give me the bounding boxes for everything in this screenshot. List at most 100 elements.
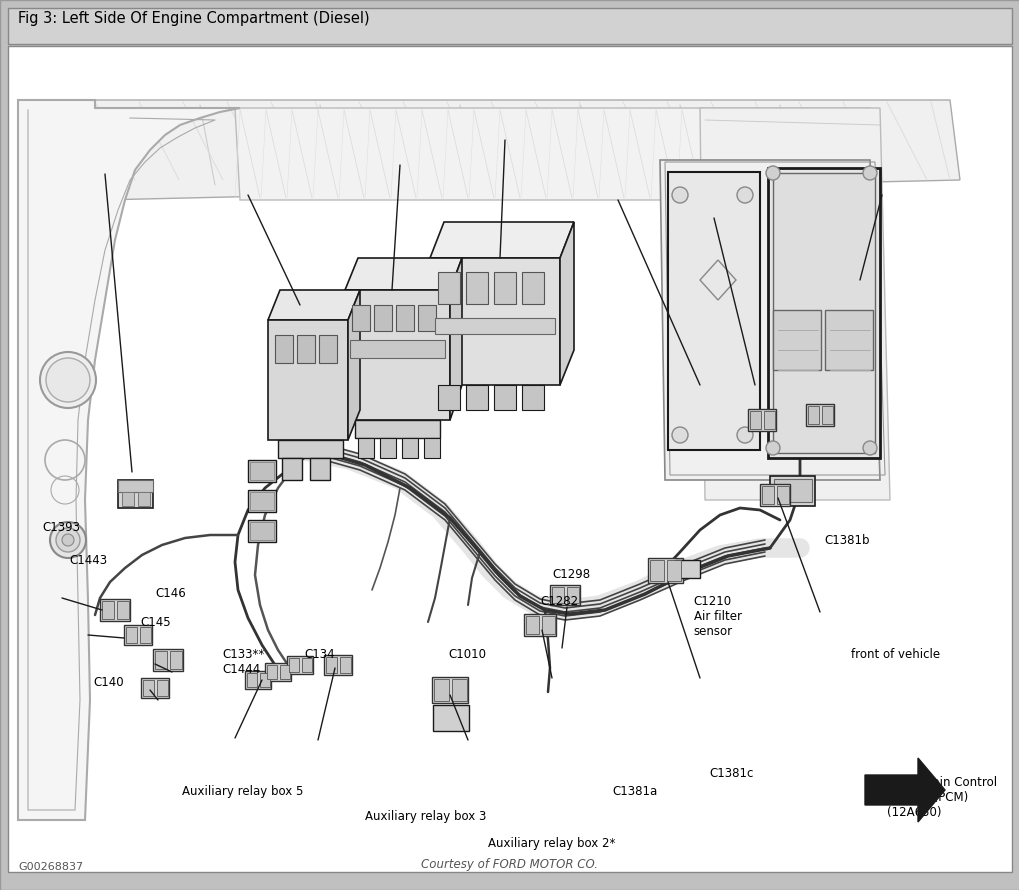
Text: C133**
C1444: C133** C1444 [222, 648, 264, 676]
Circle shape [62, 534, 74, 546]
Bar [522, 385, 543, 410]
Bar [749, 411, 760, 429]
Bar [302, 658, 312, 672]
Bar [140, 627, 151, 643]
Circle shape [737, 427, 752, 443]
Bar [524, 614, 555, 636]
Bar [117, 601, 128, 619]
Polygon shape [667, 172, 759, 450]
Bar [350, 340, 444, 358]
Text: C146: C146 [155, 587, 185, 601]
Bar [567, 587, 579, 603]
Text: front of vehicle: front of vehicle [850, 648, 940, 661]
Polygon shape [430, 222, 574, 258]
Polygon shape [659, 160, 879, 480]
Bar [773, 479, 811, 502]
Bar [763, 411, 774, 429]
Text: G00268837: G00268837 [18, 862, 83, 872]
Bar [267, 665, 277, 679]
Circle shape [862, 441, 876, 455]
Text: C1443: C1443 [69, 554, 107, 567]
Bar [805, 404, 834, 426]
Bar [118, 480, 153, 508]
Bar [358, 438, 374, 458]
Bar [248, 460, 276, 482]
Bar [675, 560, 699, 578]
Text: C134: C134 [304, 648, 334, 661]
Polygon shape [864, 758, 944, 822]
Bar [250, 522, 274, 540]
Bar [138, 492, 150, 506]
Bar [666, 560, 681, 581]
Bar [437, 385, 460, 410]
Text: C1381a: C1381a [611, 785, 656, 798]
Text: C1393: C1393 [43, 521, 81, 534]
Bar [380, 438, 395, 458]
Bar [8, 8, 1011, 44]
Bar [432, 677, 468, 703]
Bar [122, 492, 133, 506]
Circle shape [46, 358, 90, 402]
Polygon shape [344, 290, 449, 420]
Bar [143, 680, 154, 696]
Bar [418, 305, 435, 331]
Polygon shape [699, 108, 890, 500]
Bar [526, 616, 538, 634]
Bar [170, 651, 181, 669]
Bar [339, 657, 351, 673]
Polygon shape [234, 108, 879, 200]
Bar [326, 657, 336, 673]
Circle shape [40, 352, 96, 408]
Polygon shape [95, 100, 959, 200]
Circle shape [862, 166, 876, 180]
Bar [157, 680, 168, 696]
Bar [324, 655, 352, 675]
Bar [275, 335, 292, 363]
Bar [374, 305, 391, 331]
Circle shape [50, 522, 86, 558]
Bar [493, 272, 516, 304]
Bar [280, 665, 289, 679]
Polygon shape [559, 222, 574, 385]
Bar [824, 310, 872, 370]
Circle shape [765, 166, 780, 180]
Bar [352, 305, 370, 331]
Bar [434, 318, 554, 334]
Bar [767, 168, 879, 458]
Bar [747, 409, 775, 431]
Bar [248, 520, 276, 542]
Polygon shape [347, 290, 360, 440]
Bar [265, 663, 290, 681]
Bar [141, 678, 169, 698]
Bar [769, 476, 814, 506]
Bar [772, 173, 874, 453]
Bar [401, 438, 418, 458]
Bar [776, 486, 789, 504]
Bar [649, 560, 663, 581]
Bar [424, 438, 439, 458]
Bar [772, 310, 820, 370]
Polygon shape [344, 258, 462, 290]
Polygon shape [268, 320, 347, 440]
Text: C1010: C1010 [448, 648, 486, 661]
Bar [288, 658, 299, 672]
Circle shape [765, 441, 780, 455]
Bar [821, 406, 833, 424]
Circle shape [672, 187, 688, 203]
Bar [126, 627, 137, 643]
Text: Fig 3: Left Side Of Engine Compartment (Diesel): Fig 3: Left Side Of Engine Compartment (… [18, 11, 369, 26]
Bar [247, 673, 257, 687]
Bar [310, 458, 330, 480]
Text: C145: C145 [141, 616, 171, 629]
Bar [245, 671, 271, 689]
Bar [433, 679, 448, 701]
Text: Courtesy of FORD MOTOR CO.: Courtesy of FORD MOTOR CO. [421, 858, 598, 871]
Polygon shape [18, 100, 239, 820]
Circle shape [672, 427, 688, 443]
Bar [155, 651, 167, 669]
Bar [551, 587, 564, 603]
Polygon shape [268, 290, 360, 320]
Bar [118, 480, 153, 492]
Text: Powertrain Control
Module (PCM)
(12A650): Powertrain Control Module (PCM) (12A650) [887, 776, 997, 819]
Bar [433, 705, 469, 731]
